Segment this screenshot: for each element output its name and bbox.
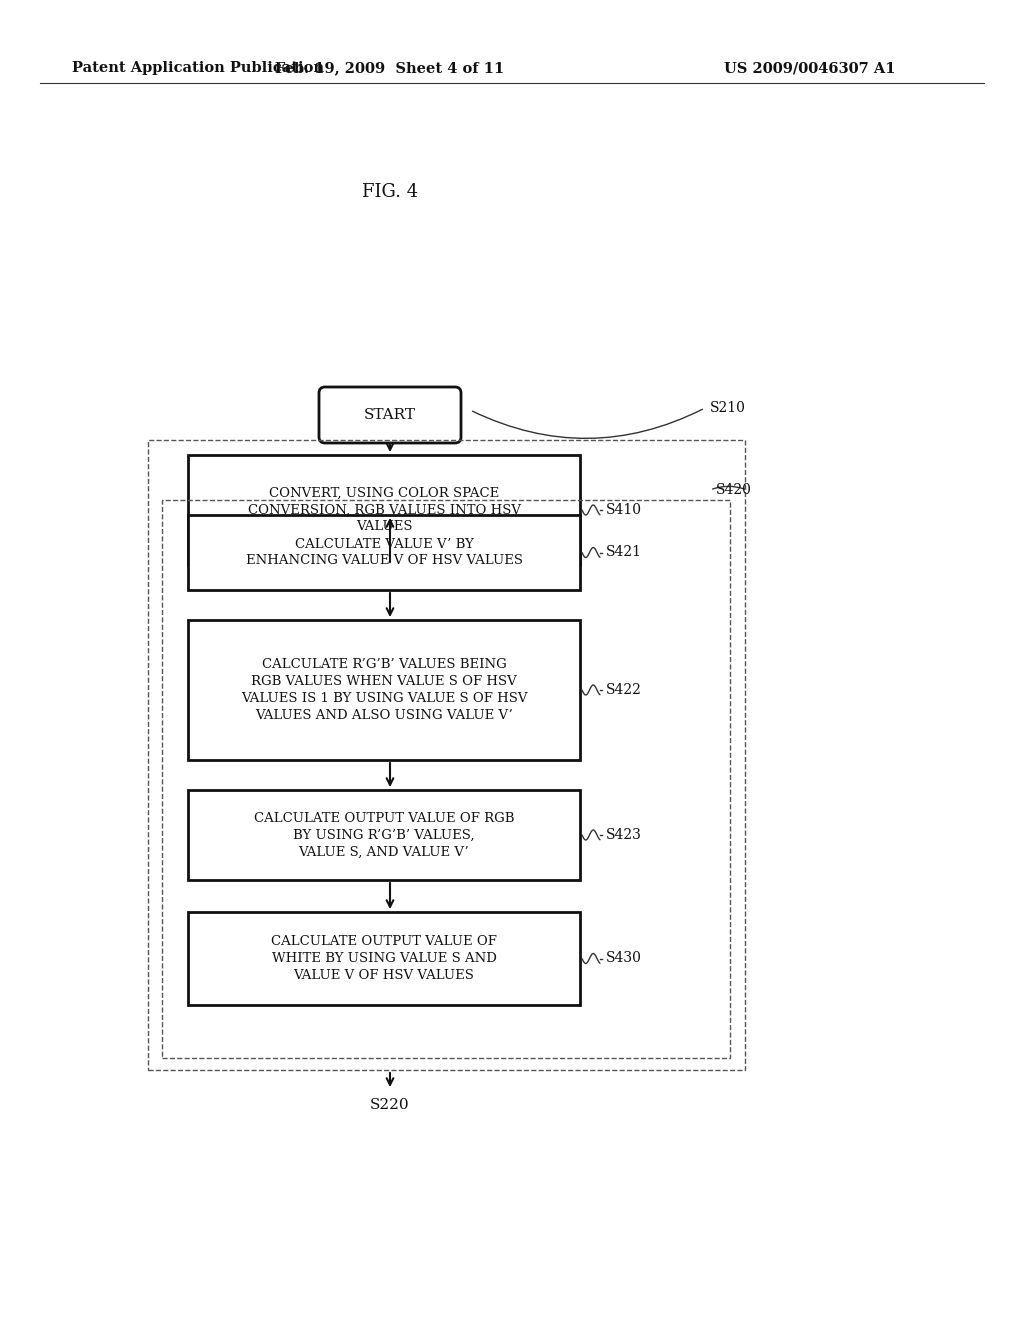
Text: S421: S421 xyxy=(606,545,642,560)
Text: S220: S220 xyxy=(371,1098,410,1111)
Text: S410: S410 xyxy=(606,503,642,517)
Bar xyxy=(188,455,580,565)
Text: US 2009/0046307 A1: US 2009/0046307 A1 xyxy=(724,61,896,75)
Bar xyxy=(148,440,745,1071)
Bar xyxy=(188,515,580,590)
Text: S423: S423 xyxy=(606,828,642,842)
Text: CALCULATE OUTPUT VALUE OF RGB
BY USING R’G’B’ VALUES,
VALUE S, AND VALUE V’: CALCULATE OUTPUT VALUE OF RGB BY USING R… xyxy=(254,812,514,858)
Text: CALCULATE OUTPUT VALUE OF
WHITE BY USING VALUE S AND
VALUE V OF HSV VALUES: CALCULATE OUTPUT VALUE OF WHITE BY USING… xyxy=(271,935,497,982)
FancyBboxPatch shape xyxy=(319,387,461,444)
Bar xyxy=(188,620,580,760)
Text: Feb. 19, 2009  Sheet 4 of 11: Feb. 19, 2009 Sheet 4 of 11 xyxy=(275,61,505,75)
Text: S422: S422 xyxy=(606,682,642,697)
Text: START: START xyxy=(364,408,416,422)
Text: Patent Application Publication: Patent Application Publication xyxy=(72,61,324,75)
Bar xyxy=(162,500,730,1059)
Text: CALCULATE R’G’B’ VALUES BEING
RGB VALUES WHEN VALUE S OF HSV
VALUES IS 1 BY USIN: CALCULATE R’G’B’ VALUES BEING RGB VALUES… xyxy=(241,657,527,722)
Text: S210: S210 xyxy=(710,401,745,414)
Bar xyxy=(188,789,580,880)
Text: FIG. 4: FIG. 4 xyxy=(361,183,418,201)
Text: S420: S420 xyxy=(716,483,752,498)
Bar xyxy=(188,912,580,1005)
Text: CONVERT, USING COLOR SPACE
CONVERSION, RGB VALUES INTO HSV
VALUES: CONVERT, USING COLOR SPACE CONVERSION, R… xyxy=(248,487,520,533)
Text: CALCULATE VALUE V’ BY
ENHANCING VALUE V OF HSV VALUES: CALCULATE VALUE V’ BY ENHANCING VALUE V … xyxy=(246,537,522,568)
Text: S430: S430 xyxy=(606,952,642,965)
